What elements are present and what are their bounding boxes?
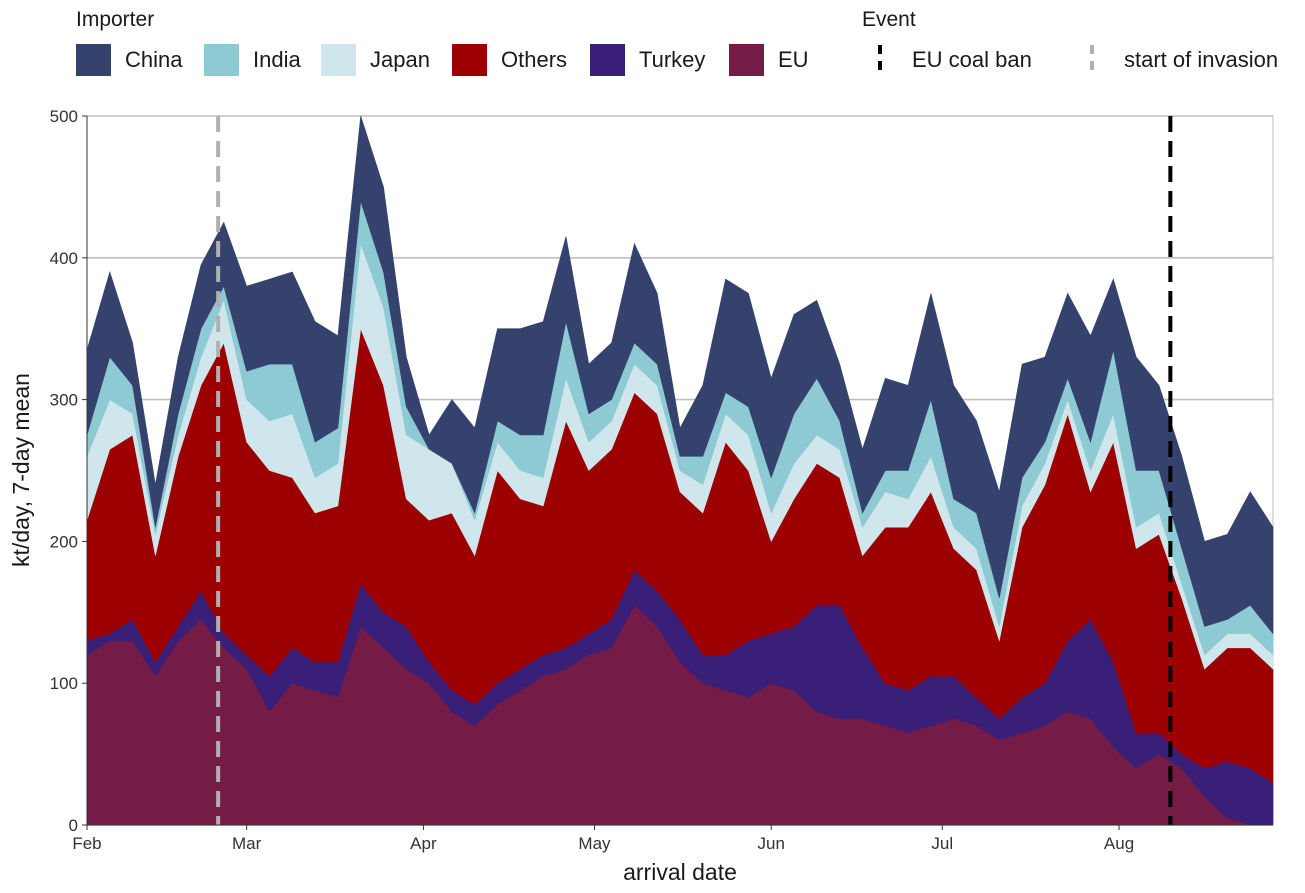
y-tick-label-100: 100: [50, 674, 78, 693]
legend-label-india: India: [253, 47, 301, 72]
area-series: [86, 115, 1274, 826]
legend-key-japan: [321, 44, 356, 76]
x-axis-title: arrival date: [623, 859, 737, 885]
x-tick-label-feb: Feb: [72, 834, 101, 853]
legend-key-eu: [729, 44, 764, 76]
y-axis-title: kt/day, 7-day mean: [8, 373, 34, 567]
area-china: [86, 115, 1274, 635]
x-tick-label-mar: Mar: [232, 834, 262, 853]
legend-event-title: Event: [862, 8, 916, 31]
legend-label-japan: Japan: [370, 47, 430, 72]
y-tick-label-500: 500: [50, 107, 78, 126]
legend-importer-title: Importer: [76, 8, 154, 31]
x-tick-label-jul: Jul: [931, 834, 953, 853]
y-tick-label-300: 300: [50, 391, 78, 410]
y-tick-label-0: 0: [69, 816, 78, 835]
legend-key-others: [452, 44, 487, 76]
legend-label-eu: EU: [778, 47, 809, 72]
x-tick-label-jun: Jun: [758, 834, 785, 853]
y-tick-label-200: 200: [50, 532, 78, 551]
legend-key-india: [204, 44, 239, 76]
x-tick-label-may: May: [578, 834, 611, 853]
legend-key-turkey: [590, 44, 625, 76]
x-tick-label-aug: Aug: [1104, 834, 1134, 853]
legend-label-eu-coal-ban: EU coal ban: [912, 47, 1032, 72]
event-lines: [216, 116, 1173, 825]
legend-label-china: China: [125, 47, 183, 72]
y-tick-label-400: 400: [50, 249, 78, 268]
axes: 0 100 200 300 400 500 Feb Mar Apr May Jun Jul Aug: [50, 107, 1273, 853]
legend-label-turkey: Turkey: [639, 47, 705, 72]
legend-label-start-of-invasion: start of invasion: [1124, 47, 1278, 72]
legend-key-china: [76, 44, 111, 76]
x-tick-label-apr: Apr: [410, 834, 437, 853]
legend-label-others: Others: [501, 47, 567, 72]
legend: Importer Event China India Japan Others Turk…: [76, 8, 1278, 76]
